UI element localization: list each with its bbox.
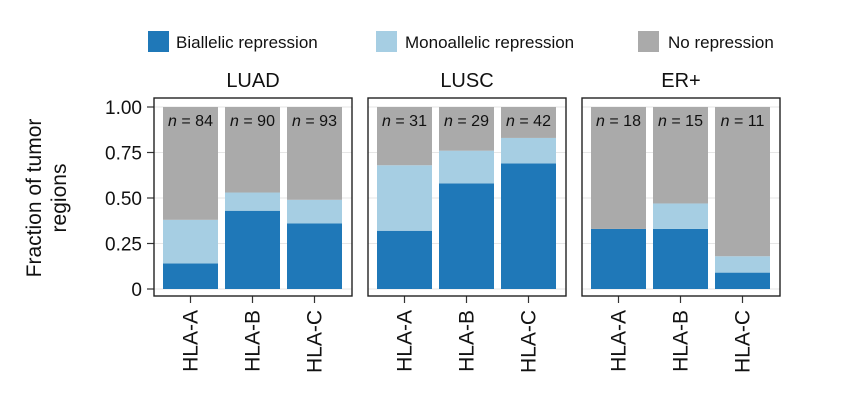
n-label-lusc-hla-c: n = 42	[506, 113, 551, 130]
x-tick-label-er-hla-a: HLA-A	[608, 310, 631, 372]
y-tick-label: 0	[131, 280, 142, 301]
y-tick-label: 0.50	[105, 189, 142, 210]
legend-swatch-no-repression	[638, 31, 659, 52]
bar-lusc-hla-a-monoallelic-repression	[377, 165, 432, 231]
bar-luad-hla-a-no-repression	[163, 107, 218, 220]
n-label-luad-hla-b: n = 90	[230, 113, 275, 130]
x-tick-label-luad-hla-a: HLA-A	[180, 310, 203, 372]
bar-lusc-hla-b-no-repression	[439, 107, 494, 151]
bar-er-hla-b-monoallelic-repression	[653, 203, 708, 229]
y-tick-label: 1.00	[105, 98, 142, 119]
legend-label-biallelic-repression: Biallelic repression	[176, 33, 318, 52]
x-tick-label-lusc-hla-b: HLA-B	[456, 310, 479, 372]
y-axis-label: Fraction of tumorregions	[23, 119, 71, 278]
x-tick-label-luad-hla-c: HLA-C	[304, 310, 327, 373]
n-label-er-hla-a: n = 18	[596, 113, 641, 130]
panel-title-er: ER+	[661, 70, 700, 92]
x-tick-label-luad-hla-b: HLA-B	[242, 310, 265, 372]
x-tick-label-lusc-hla-c: HLA-C	[518, 310, 541, 373]
y-tick-label: 0.75	[105, 144, 142, 165]
bar-er-hla-c-biallelic-repression	[715, 272, 770, 289]
legend-label-no-repression: No repression	[668, 33, 774, 52]
x-tick-label-er-hla-c: HLA-C	[732, 310, 755, 373]
bar-luad-hla-b-monoallelic-repression	[225, 192, 280, 211]
legend-swatch-monoallelic-repression	[376, 31, 397, 52]
bar-lusc-hla-b-biallelic-repression	[439, 183, 494, 289]
x-tick-label-er-hla-b: HLA-B	[670, 310, 693, 372]
n-label-er-hla-b: n = 15	[658, 113, 703, 130]
bar-er-hla-a-no-repression	[591, 107, 646, 229]
n-label-lusc-hla-a: n = 31	[382, 113, 427, 130]
legend-swatch-biallelic-repression	[148, 31, 169, 52]
bar-er-hla-b-biallelic-repression	[653, 228, 708, 289]
bar-lusc-hla-c-biallelic-repression	[501, 163, 556, 289]
bar-luad-hla-a-monoallelic-repression	[163, 219, 218, 264]
bar-luad-hla-b-biallelic-repression	[225, 210, 280, 289]
n-label-er-hla-c: n = 11	[721, 113, 765, 130]
panel-title-luad: LUAD	[226, 70, 279, 92]
bar-lusc-hla-c-monoallelic-repression	[501, 137, 556, 164]
n-label-luad-hla-a: n = 84	[168, 113, 213, 130]
panel-frame	[581, 97, 781, 297]
bar-luad-hla-c-no-repression	[287, 107, 342, 200]
n-label-luad-hla-c: n = 93	[292, 113, 337, 130]
bar-luad-hla-c-monoallelic-repression	[287, 199, 342, 224]
x-tick-label-lusc-hla-a: HLA-A	[394, 310, 417, 372]
bar-lusc-hla-a-biallelic-repression	[377, 230, 432, 289]
bar-lusc-hla-b-monoallelic-repression	[439, 150, 494, 184]
bar-lusc-hla-a-no-repression	[377, 107, 432, 166]
bar-er-hla-c-monoallelic-repression	[715, 256, 770, 273]
bar-er-hla-b-no-repression	[653, 107, 708, 204]
legend-label-monoallelic-repression: Monoallelic repression	[405, 33, 574, 52]
y-tick-label: 0.25	[105, 235, 142, 256]
bar-er-hla-c-no-repression	[715, 107, 770, 257]
bar-er-hla-a-biallelic-repression	[591, 228, 646, 289]
panel-title-lusc: LUSC	[440, 70, 493, 92]
panel-frame	[153, 97, 353, 297]
bar-lusc-hla-c-no-repression	[501, 107, 556, 138]
panel-frame	[367, 97, 567, 297]
n-label-lusc-hla-b: n = 29	[444, 113, 489, 130]
bar-luad-hla-c-biallelic-repression	[287, 223, 342, 289]
bar-luad-hla-a-biallelic-repression	[163, 263, 218, 289]
bar-luad-hla-b-no-repression	[225, 107, 280, 193]
